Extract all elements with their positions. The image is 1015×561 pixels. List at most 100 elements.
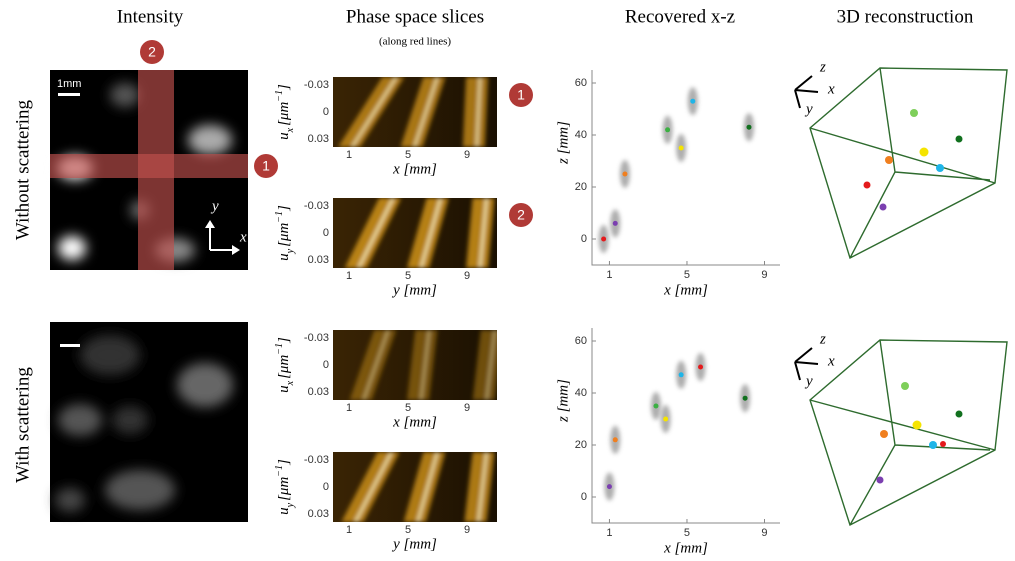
y-axis-label-part: [μm <box>276 223 292 247</box>
cube <box>809 67 1008 527</box>
y-tick-label: 60 <box>575 77 587 89</box>
streak <box>407 330 438 400</box>
col-title: 3D reconstruction <box>837 6 974 27</box>
streak <box>341 452 400 522</box>
x-tick-label: 5 <box>405 402 411 414</box>
y-tick-label: 0.03 <box>308 386 329 398</box>
streak-core <box>362 330 390 400</box>
cube-axis-label: x <box>827 353 835 369</box>
cube-axis-label: y <box>804 373 813 389</box>
y-tick-label: 40 <box>575 387 587 399</box>
point <box>663 416 669 422</box>
point <box>690 98 696 104</box>
streak-core <box>419 198 442 268</box>
streak <box>403 452 446 522</box>
point <box>612 220 618 226</box>
y-axis-label-part: u <box>276 132 292 140</box>
axes <box>591 328 780 524</box>
x-axis-label: x [mm] <box>392 414 437 430</box>
point <box>698 364 704 370</box>
point <box>653 403 659 409</box>
x-tick-label: 9 <box>761 269 767 281</box>
y-tick-label: 0.03 <box>308 508 329 520</box>
y-axis-label: ux[μm−1] <box>274 337 296 393</box>
x-axis-label: x [mm] <box>663 282 708 298</box>
y-tick-label: -0.03 <box>304 200 329 212</box>
y-axis-label: ux[μm−1] <box>274 84 296 140</box>
y-tick-label: -0.03 <box>304 79 329 91</box>
x-tick-label: 1 <box>346 524 352 536</box>
phase-slice <box>333 330 497 400</box>
y-tick-label: 0 <box>323 106 329 118</box>
y-axis-label-part: y <box>285 248 296 254</box>
cube-axis-label: z <box>819 331 826 347</box>
y-axis-label-part: x <box>285 380 296 386</box>
xz-plot: 1 5 9 0 20 40 60 x [mm] z [mm] <box>555 70 780 298</box>
y-tick-label: 20 <box>575 181 587 193</box>
y-tick-label: 20 <box>575 439 587 451</box>
point <box>622 171 628 177</box>
phase-slice <box>333 198 497 268</box>
axis-label: y <box>210 198 219 214</box>
phase-slice <box>333 452 497 522</box>
marker: 2 <box>517 207 525 223</box>
point <box>601 236 607 242</box>
y-axis-label-part: −1 <box>274 465 285 477</box>
x-tick-label: 9 <box>464 149 470 161</box>
streak <box>462 77 489 147</box>
y-tick-label: 40 <box>575 129 587 141</box>
x-tick-label: 9 <box>464 270 470 282</box>
y-axis-label: uy[μm−1] <box>274 205 296 261</box>
y-axis-label: z [mm] <box>555 121 571 165</box>
y-axis-label-part: −1 <box>274 211 285 223</box>
y-axis-label-part: −1 <box>274 343 285 355</box>
x-axis-label: x [mm] <box>392 161 437 177</box>
y-axis-label-part: x <box>285 127 296 133</box>
streak-core <box>351 77 398 147</box>
y-axis-label-part: u <box>276 507 292 515</box>
cube-axis-label: z <box>819 59 826 75</box>
point <box>665 127 671 133</box>
col-subtitle: (along red lines) <box>379 36 451 48</box>
x-tick-label: 1 <box>606 269 612 281</box>
intensity-image <box>50 322 248 522</box>
streak <box>472 330 497 400</box>
point <box>678 145 684 151</box>
streaks <box>341 452 495 522</box>
x-tick-label: 9 <box>464 402 470 414</box>
streaks <box>338 77 489 147</box>
streak-core <box>416 452 439 522</box>
y-axis-label-part: [μm <box>276 477 292 501</box>
x-tick-label: 1 <box>606 527 612 539</box>
streak-core <box>485 330 497 400</box>
streak <box>338 77 405 147</box>
y-axis-label-part: u <box>276 253 292 261</box>
row-title: Without scattering <box>12 99 33 240</box>
streak <box>464 452 495 522</box>
streak <box>344 198 402 268</box>
col-title: Recovered x-z <box>625 6 735 27</box>
cube-axes <box>794 75 819 381</box>
x-axis-label: x [mm] <box>663 540 708 556</box>
streak <box>349 330 397 400</box>
y-axis-label: uy[μm−1] <box>274 459 296 515</box>
col-title: Intensity <box>117 6 184 27</box>
streak-core <box>478 198 488 268</box>
axis-label: x <box>239 229 247 245</box>
y-axis-label-part: [μm <box>276 102 292 126</box>
y-tick-label: -0.03 <box>304 332 329 344</box>
x-tick-label: 5 <box>405 270 411 282</box>
y-axis-label: z [mm] <box>555 379 571 423</box>
x-axis-label: y [mm] <box>391 282 437 298</box>
cube-axis-label: y <box>804 101 813 117</box>
y-tick-label: 0 <box>323 481 329 493</box>
y-axis-label-part: ] <box>276 84 292 91</box>
streak-core <box>477 452 488 522</box>
streak <box>466 198 495 268</box>
streak-core <box>475 77 482 147</box>
streak-core <box>357 198 395 268</box>
scale-label: 1mm <box>57 78 81 90</box>
point <box>678 372 684 378</box>
y-axis-label-part: y <box>285 502 296 508</box>
